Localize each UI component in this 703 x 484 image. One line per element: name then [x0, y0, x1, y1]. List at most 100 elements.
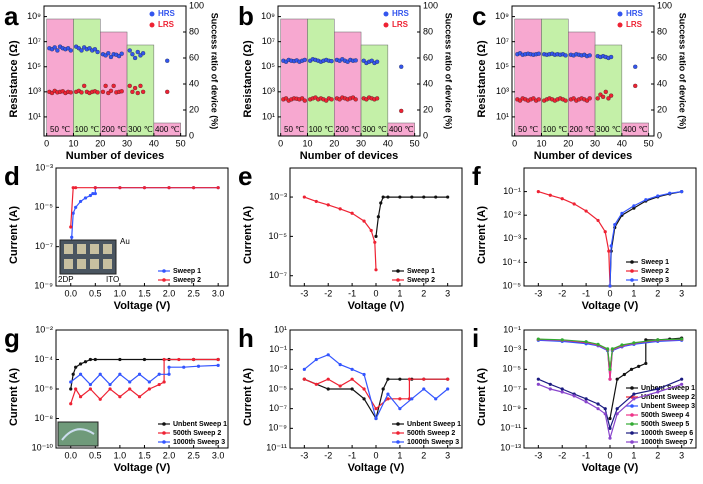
- legend-label: HRS: [626, 9, 644, 18]
- data-point: [613, 222, 617, 227]
- data-point: [118, 186, 122, 190]
- x-tick-label: 0: [373, 450, 378, 460]
- data-point: [560, 197, 564, 201]
- legend-label: 500th Sweep 4: [641, 412, 689, 419]
- data-point: [68, 90, 73, 95]
- data-point: [422, 195, 426, 199]
- x-tick-label: 3: [679, 450, 684, 460]
- y-tick-label: 10⁻¹³: [500, 442, 521, 452]
- x-tick-label: -3: [534, 288, 542, 298]
- plot-frame: [511, 5, 655, 137]
- plot-frame: [277, 5, 421, 137]
- x-tick-label: 0: [373, 288, 378, 298]
- x-tick-label: 20: [95, 138, 105, 148]
- inset-label: 2DP: [58, 275, 74, 284]
- panel-label: f: [472, 161, 481, 191]
- bar-label: 300 ℃: [362, 125, 387, 134]
- data-point: [386, 397, 390, 401]
- y-tick-label: 10⁷: [496, 36, 509, 46]
- data-point: [362, 387, 366, 391]
- bar-label: 100 ℃: [75, 125, 100, 134]
- data-point: [142, 357, 147, 362]
- x-tick-label: -1: [348, 450, 356, 460]
- y2-tick-label: 40: [423, 78, 433, 88]
- y-tick-label: 10⁻⁸: [34, 413, 53, 423]
- data-point: [536, 377, 540, 381]
- data-point: [536, 97, 541, 102]
- legend-marker: [630, 422, 634, 426]
- legend-label: Sweep 2: [173, 277, 201, 284]
- y-tick-label: 10⁹: [495, 11, 509, 21]
- data-point: [326, 203, 330, 207]
- data-point: [373, 240, 377, 244]
- plot-frame: [55, 167, 229, 287]
- panel-label: g: [4, 323, 20, 353]
- data-point: [563, 53, 568, 58]
- data-point: [615, 412, 619, 416]
- data-point: [407, 377, 412, 381]
- legend-marker: [630, 260, 634, 264]
- data-point: [606, 96, 611, 101]
- bar-label: 50 ℃: [50, 125, 70, 134]
- y-tick-label: 10³: [496, 86, 509, 96]
- data-point: [98, 372, 102, 376]
- y-tick-label: 10⁻⁵: [503, 364, 522, 374]
- y-tick-label: 10⁻¹: [503, 324, 521, 334]
- data-point: [680, 190, 684, 194]
- y-tick-label: 10⁻⁴: [34, 354, 53, 364]
- data-point: [167, 365, 171, 369]
- data-point: [668, 191, 672, 195]
- data-point: [680, 337, 684, 341]
- data-point: [302, 377, 306, 381]
- x-tick-label: 30: [356, 138, 366, 148]
- data-point: [314, 382, 318, 386]
- y-axis-label: Current (A): [476, 368, 488, 426]
- data-point: [610, 347, 614, 351]
- legend-label: Sweep 1: [173, 268, 201, 275]
- bar: [334, 31, 362, 137]
- inset-electrode: [64, 244, 73, 254]
- legend-marker: [396, 440, 400, 444]
- x-tick-label: 1.0: [114, 450, 127, 460]
- y-tick-label: 10⁻¹⁰: [32, 442, 54, 452]
- data-point: [326, 387, 330, 391]
- data-point: [608, 426, 612, 430]
- data-point: [536, 190, 540, 194]
- data-point: [128, 387, 132, 391]
- data-point: [130, 89, 135, 94]
- data-point: [644, 361, 648, 366]
- y-axis-label: Current (A): [242, 206, 254, 264]
- x-tick-label: 1: [631, 288, 636, 298]
- data-point: [637, 364, 641, 368]
- data-point: [608, 377, 612, 381]
- y-tick-label: 10⁻⁵: [503, 280, 522, 290]
- data-point: [140, 51, 146, 56]
- bar: [541, 18, 569, 137]
- series-line: [538, 338, 682, 380]
- inset-photo-detail: [61, 428, 95, 441]
- data-point: [422, 387, 426, 391]
- data-point: [656, 194, 660, 198]
- y-tick-label: 10⁻⁹: [34, 280, 53, 290]
- x-tick-label: 1.5: [138, 288, 151, 298]
- data-point: [52, 45, 57, 50]
- y-tick-label: 10⁻⁹: [268, 423, 287, 433]
- data-point: [422, 377, 426, 381]
- data-point: [118, 395, 122, 399]
- x-tick-label: 1: [397, 450, 402, 460]
- legend-label: Unbent Sweep 3: [641, 403, 695, 410]
- y-tick-label: 10⁻⁵: [35, 202, 54, 212]
- data-point: [216, 363, 220, 367]
- legend-marker: [162, 278, 166, 282]
- legend-marker: [396, 269, 400, 273]
- data-point: [216, 357, 220, 362]
- data-point: [362, 372, 366, 377]
- data-point: [135, 90, 140, 96]
- data-point: [329, 97, 334, 102]
- x-tick-label: 2: [655, 450, 660, 460]
- x-tick-label: 2: [421, 450, 426, 460]
- inset-electrode: [90, 259, 99, 269]
- y-tick-label: 10⁻⁷: [503, 383, 521, 393]
- data-point: [633, 64, 638, 69]
- data-point: [656, 387, 660, 391]
